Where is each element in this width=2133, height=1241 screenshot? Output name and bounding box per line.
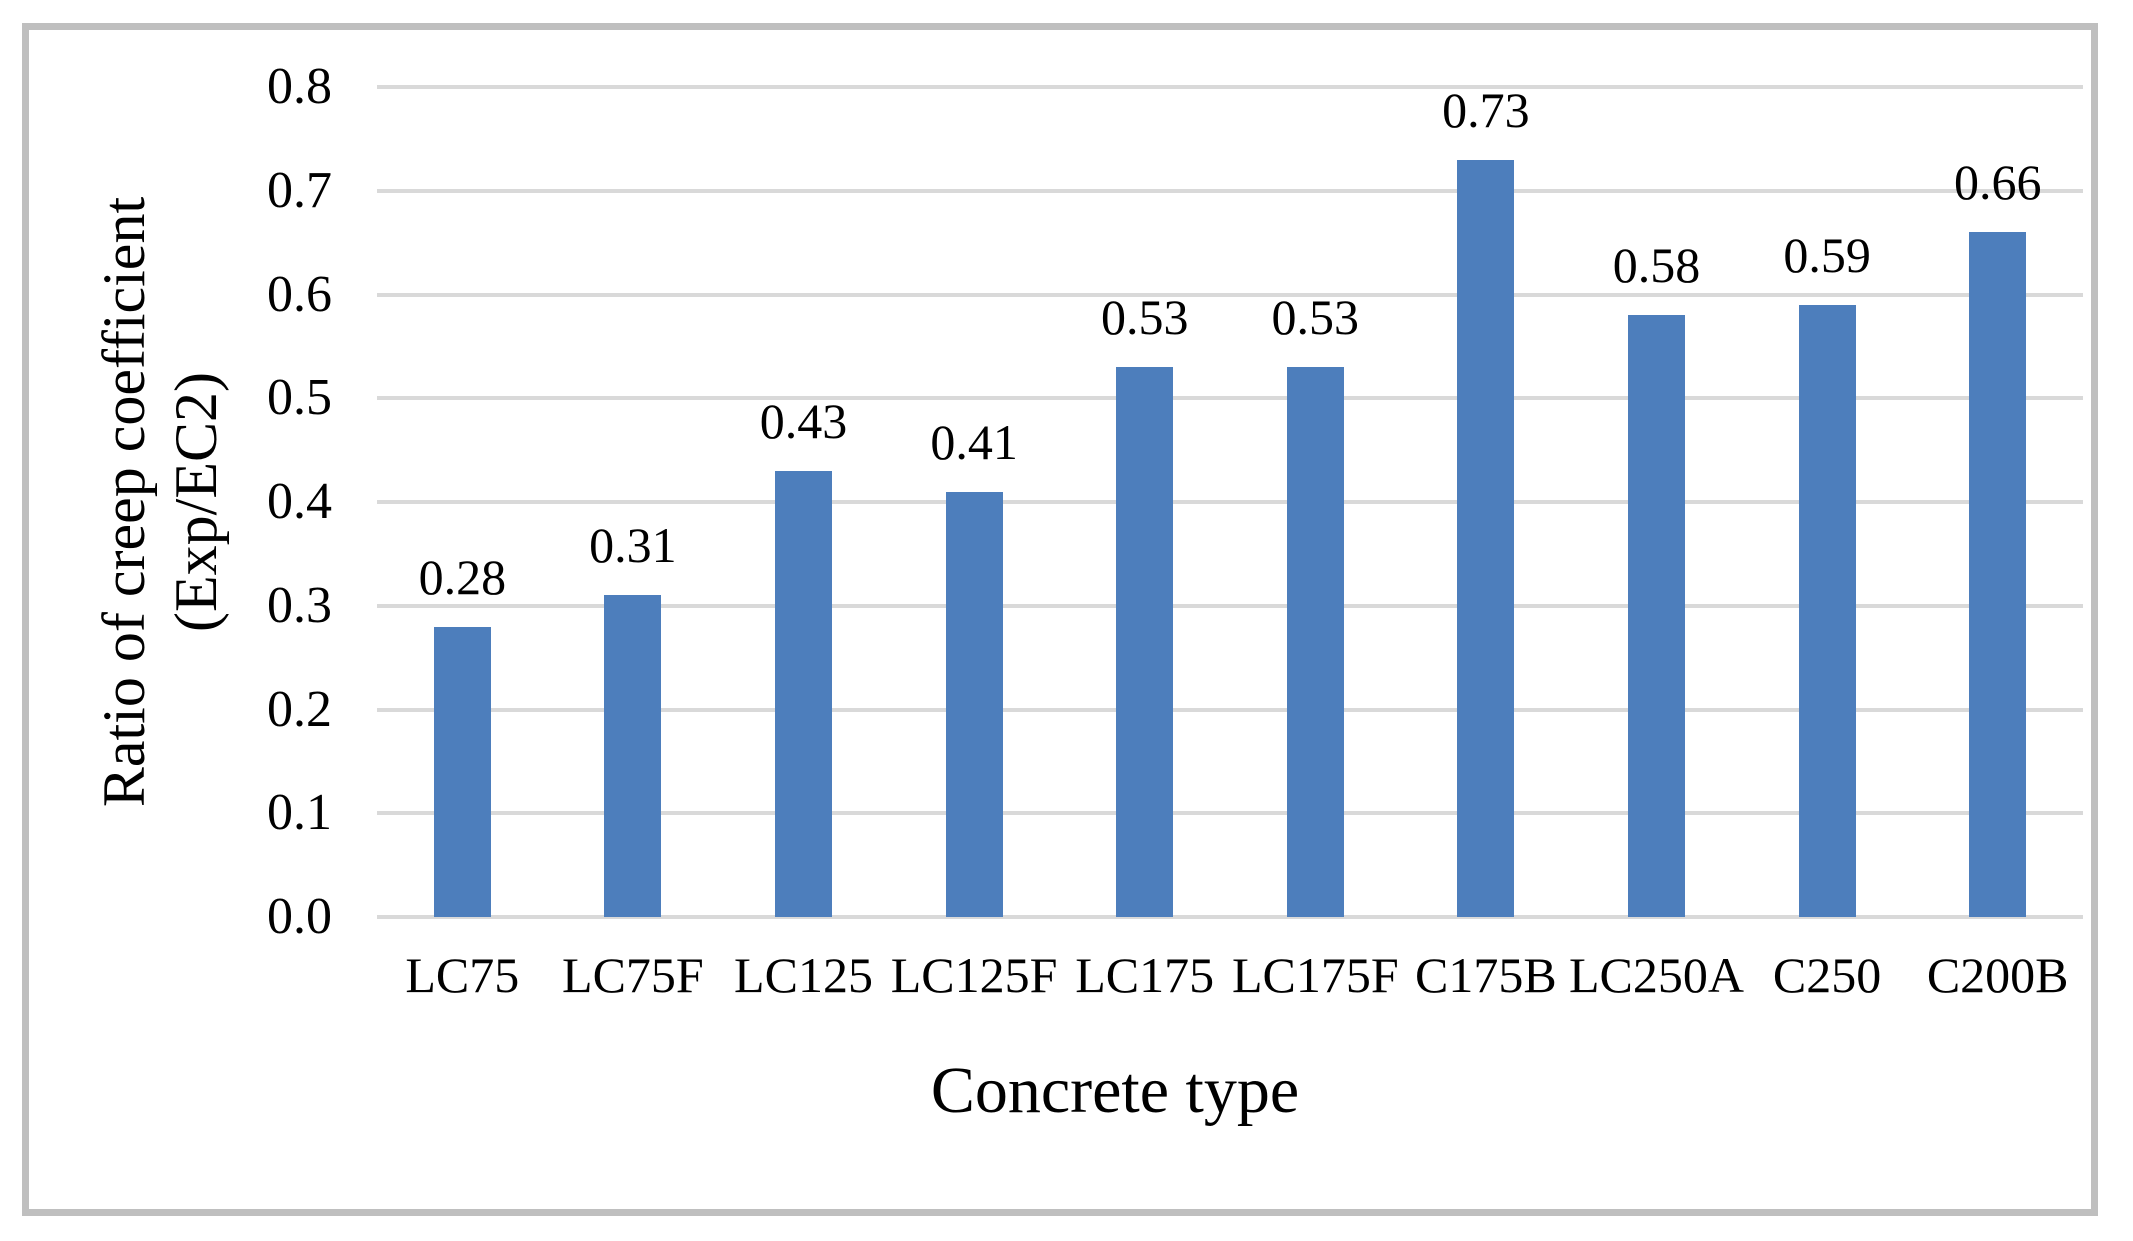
x-tick-label-C200B: C200B [1926, 947, 2069, 1003]
bar-value-label-C175B: 0.73 [1442, 81, 1530, 138]
bar-value-label-LC125F: 0.41 [930, 413, 1018, 470]
y-tick-label-0.2: 0.2 [267, 680, 332, 738]
bar-LC125 [775, 470, 832, 917]
x-tick-label-C250: C250 [1772, 947, 1882, 1003]
bar-LC75F [604, 595, 662, 917]
bar-LC75 [433, 626, 491, 917]
y-tick-label-0.3: 0.3 [267, 576, 332, 634]
bar-value-label-LC75F: 0.31 [589, 517, 677, 574]
x-tick-label-C175B: C175B [1415, 947, 1557, 1003]
bar-C175B [1457, 159, 1515, 917]
bar-LC250A [1628, 315, 1685, 917]
bar-value-label-LC75: 0.28 [418, 548, 507, 605]
x-tick-label-LC125F: LC125F [890, 947, 1058, 1003]
bar-LC175 [1116, 367, 1174, 917]
gridline-y-0.2 [377, 707, 2083, 712]
gridline-y-0.4 [377, 500, 2083, 504]
gridline-y-0.7 [377, 188, 2083, 193]
plot-area: 0.28 0.31 0.43 0.41 0.53 0.53 0.73 0.58 0.59 0.66 [377, 81, 2083, 919]
y-tick-label-0.5: 0.5 [267, 369, 332, 427]
bar-LC175F [1286, 367, 1344, 917]
x-tick-label-LC125: LC125 [734, 947, 873, 1003]
gridline-y-0.3 [377, 603, 2083, 608]
bar-LC125F [945, 491, 1003, 917]
gridline-y-0.5 [377, 396, 2083, 401]
bar-value-label-LC175F: 0.53 [1271, 289, 1360, 346]
x-tick-label-LC75F: LC75F [562, 947, 704, 1003]
y-tick-label-0.7: 0.7 [267, 161, 332, 219]
bar-value-label-LC125: 0.43 [759, 392, 848, 449]
gridline-y-0.8 [377, 85, 2083, 89]
chart-frame-border [22, 23, 2098, 1216]
gridline-y-0.1 [377, 811, 2083, 816]
gridline-y-0.6 [377, 292, 2083, 297]
x-tick-label-LC250A: LC250A [1569, 947, 1744, 1003]
x-tick-label-LC75: LC75 [405, 947, 520, 1003]
bar-value-label-C200B: 0.66 [1953, 154, 2042, 211]
y-tick-label-0.1: 0.1 [267, 784, 332, 842]
y-tick-label-0.8: 0.8 [267, 58, 332, 115]
x-tick-label-LC175F: LC175F [1231, 947, 1399, 1003]
bar-value-label-C250: 0.59 [1783, 226, 1871, 283]
bar-C200B [1969, 232, 2027, 917]
bar-C250 [1798, 304, 1856, 917]
x-tick-label-LC175: LC175 [1075, 947, 1215, 1003]
y-tick-label-0.6: 0.6 [267, 265, 332, 323]
x-axis-title: Concrete type [930, 1054, 1300, 1127]
bar-value-label-LC250A: 0.58 [1612, 237, 1701, 294]
y-tick-label-0.0: 0.0 [267, 888, 332, 945]
y-tick-label-0.4: 0.4 [267, 473, 332, 530]
bar-value-label-LC175: 0.53 [1100, 289, 1189, 346]
gridline-y-0.0 [377, 915, 2083, 919]
